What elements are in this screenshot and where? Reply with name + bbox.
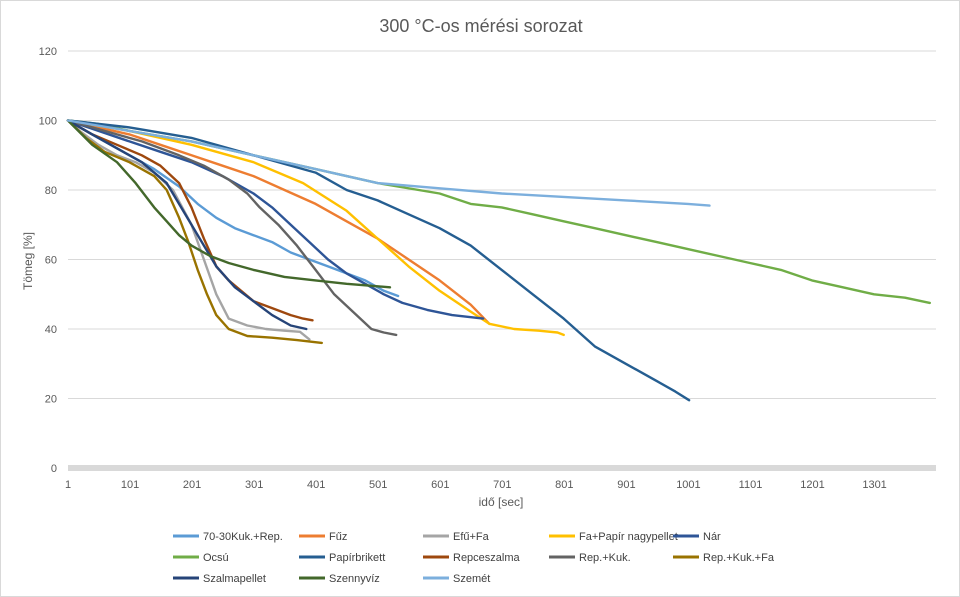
y-tick-label: 0	[51, 463, 57, 475]
legend-item: Papírbrikett	[299, 552, 385, 564]
legend-item: Rep.+Kuk.+Fa	[673, 552, 775, 564]
x-tick-label: 301	[245, 479, 263, 491]
x-axis-line	[68, 465, 936, 471]
x-tick-label: 101	[121, 479, 139, 491]
series-line-10	[66, 119, 308, 331]
series-line-3	[66, 119, 565, 337]
legend-label: Ocsú	[203, 552, 229, 564]
y-tick-label: 20	[45, 394, 57, 406]
legend-item: Szemét	[423, 573, 490, 585]
legend-label: Szemét	[453, 573, 490, 585]
legend-label: 70-30Kuk.+Rep.	[203, 531, 283, 543]
legend-label: Fa+Papír nagypellet	[579, 531, 678, 543]
y-axis-label: Tömeg [%]	[21, 232, 35, 290]
legend-item: Szennyvíz	[299, 573, 380, 585]
series-line-7	[66, 119, 314, 322]
x-tick-label: 1101	[739, 479, 763, 491]
x-tick-label: 201	[183, 479, 201, 491]
legend-label: Szalmapellet	[203, 573, 266, 585]
x-tick-label: 601	[431, 479, 449, 491]
y-tick-label: 120	[39, 46, 57, 58]
series-line-11	[66, 119, 392, 289]
series-line-4	[66, 119, 485, 320]
legend-item: Szalmapellet	[173, 573, 266, 585]
x-tick-label: 501	[369, 479, 387, 491]
x-axis-label: idő [sec]	[479, 495, 524, 509]
legend-item: Repceszalma	[423, 552, 521, 564]
chart-title: 300 °C-os mérési sorozat	[379, 16, 582, 36]
legend-label: Efű+Fa	[453, 531, 490, 543]
legend-item: 70-30Kuk.+Rep.	[173, 531, 283, 543]
x-tick-label: 1001	[676, 479, 700, 491]
legend-item: Fa+Papír nagypellet	[549, 531, 678, 543]
series-lines	[66, 119, 931, 402]
legend-item: Nár	[673, 531, 721, 543]
series-line-0	[66, 119, 400, 298]
x-tick-label: 401	[307, 479, 325, 491]
series-line-6	[66, 119, 691, 402]
series-line-5	[66, 119, 931, 305]
y-tick-label: 40	[45, 324, 57, 336]
series-line-12	[66, 119, 711, 207]
series-line-9	[66, 119, 323, 345]
x-tick-label: 801	[555, 479, 573, 491]
legend-label: Rep.+Kuk.+Fa	[703, 552, 775, 564]
legend-label: Rep.+Kuk.	[579, 552, 631, 564]
series-line-8	[66, 119, 398, 337]
legend-item: Ocsú	[173, 552, 229, 564]
legend: 70-30Kuk.+Rep. Fűz Efű+Fa Fa+Papír nagypell…	[173, 531, 775, 585]
legend-item: Fűz	[299, 531, 347, 543]
x-tick-label: 1301	[862, 479, 886, 491]
y-tick-label: 80	[45, 185, 57, 197]
legend-item: Efű+Fa	[423, 531, 490, 543]
legend-label: Repceszalma	[453, 552, 521, 564]
x-tick-label: 901	[617, 479, 635, 491]
y-tick-label: 60	[45, 255, 57, 267]
legend-item: Rep.+Kuk.	[549, 552, 631, 564]
series-line-1	[66, 119, 491, 325]
legend-label: Papírbrikett	[329, 552, 385, 564]
legend-label: Fűz	[329, 531, 347, 543]
legend-label: Nár	[703, 531, 721, 543]
y-tick-label: 100	[39, 116, 57, 128]
x-tick-label: 701	[493, 479, 511, 491]
series-line-2	[66, 119, 311, 341]
x-tick-label: 1	[65, 479, 71, 491]
legend-label: Szennyvíz	[329, 573, 380, 585]
x-tick-label: 1201	[800, 479, 824, 491]
